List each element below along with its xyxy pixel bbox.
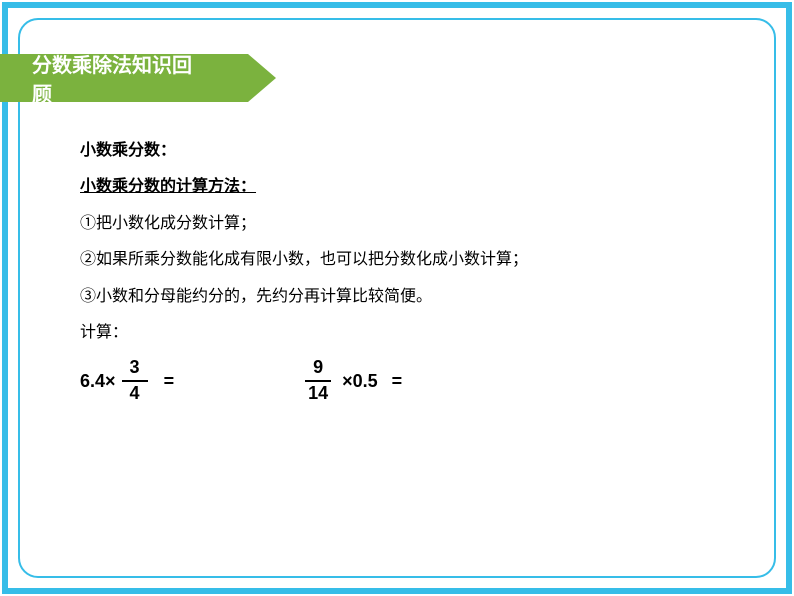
calc-item-1: 6.4× 3 4 = — [80, 358, 174, 404]
denominator: 4 — [122, 382, 148, 404]
calc-item-2: 9 14 ×0.5 = — [294, 358, 402, 404]
rule-1: ①把小数化成分数计算； — [80, 213, 734, 235]
denominator: 14 — [300, 382, 336, 404]
rule-3: ③小数和分母能约分的，先约分再计算比较简便。 — [80, 286, 734, 308]
content-area: 小数乘分数： 小数乘分数的计算方法： ①把小数化成分数计算； ②如果所乘分数能化… — [80, 140, 734, 404]
fraction: 9 14 — [300, 358, 336, 404]
calc-label: 计算： — [80, 322, 734, 344]
title-arrow-icon — [248, 54, 276, 102]
heading: 小数乘分数： — [80, 140, 734, 162]
rule-2: ②如果所乘分数能化成有限小数，也可以把分数化成小数计算； — [80, 249, 734, 271]
calculation-row: 6.4× 3 4 = 9 14 ×0.5 = — [80, 358, 734, 404]
banner-title: 分数乘除法知识回顾 — [32, 49, 208, 107]
calc-suffix: ×0.5 — [342, 369, 378, 394]
numerator: 3 — [122, 358, 148, 382]
subheading: 小数乘分数的计算方法： — [80, 176, 734, 198]
calc-after: = — [392, 369, 403, 394]
numerator: 9 — [305, 358, 331, 382]
title-banner: 分数乘除法知识回顾 — [0, 54, 248, 102]
calc-prefix: 6.4× — [80, 369, 116, 394]
fraction: 3 4 — [122, 358, 148, 404]
calc-suffix: = — [164, 369, 175, 394]
